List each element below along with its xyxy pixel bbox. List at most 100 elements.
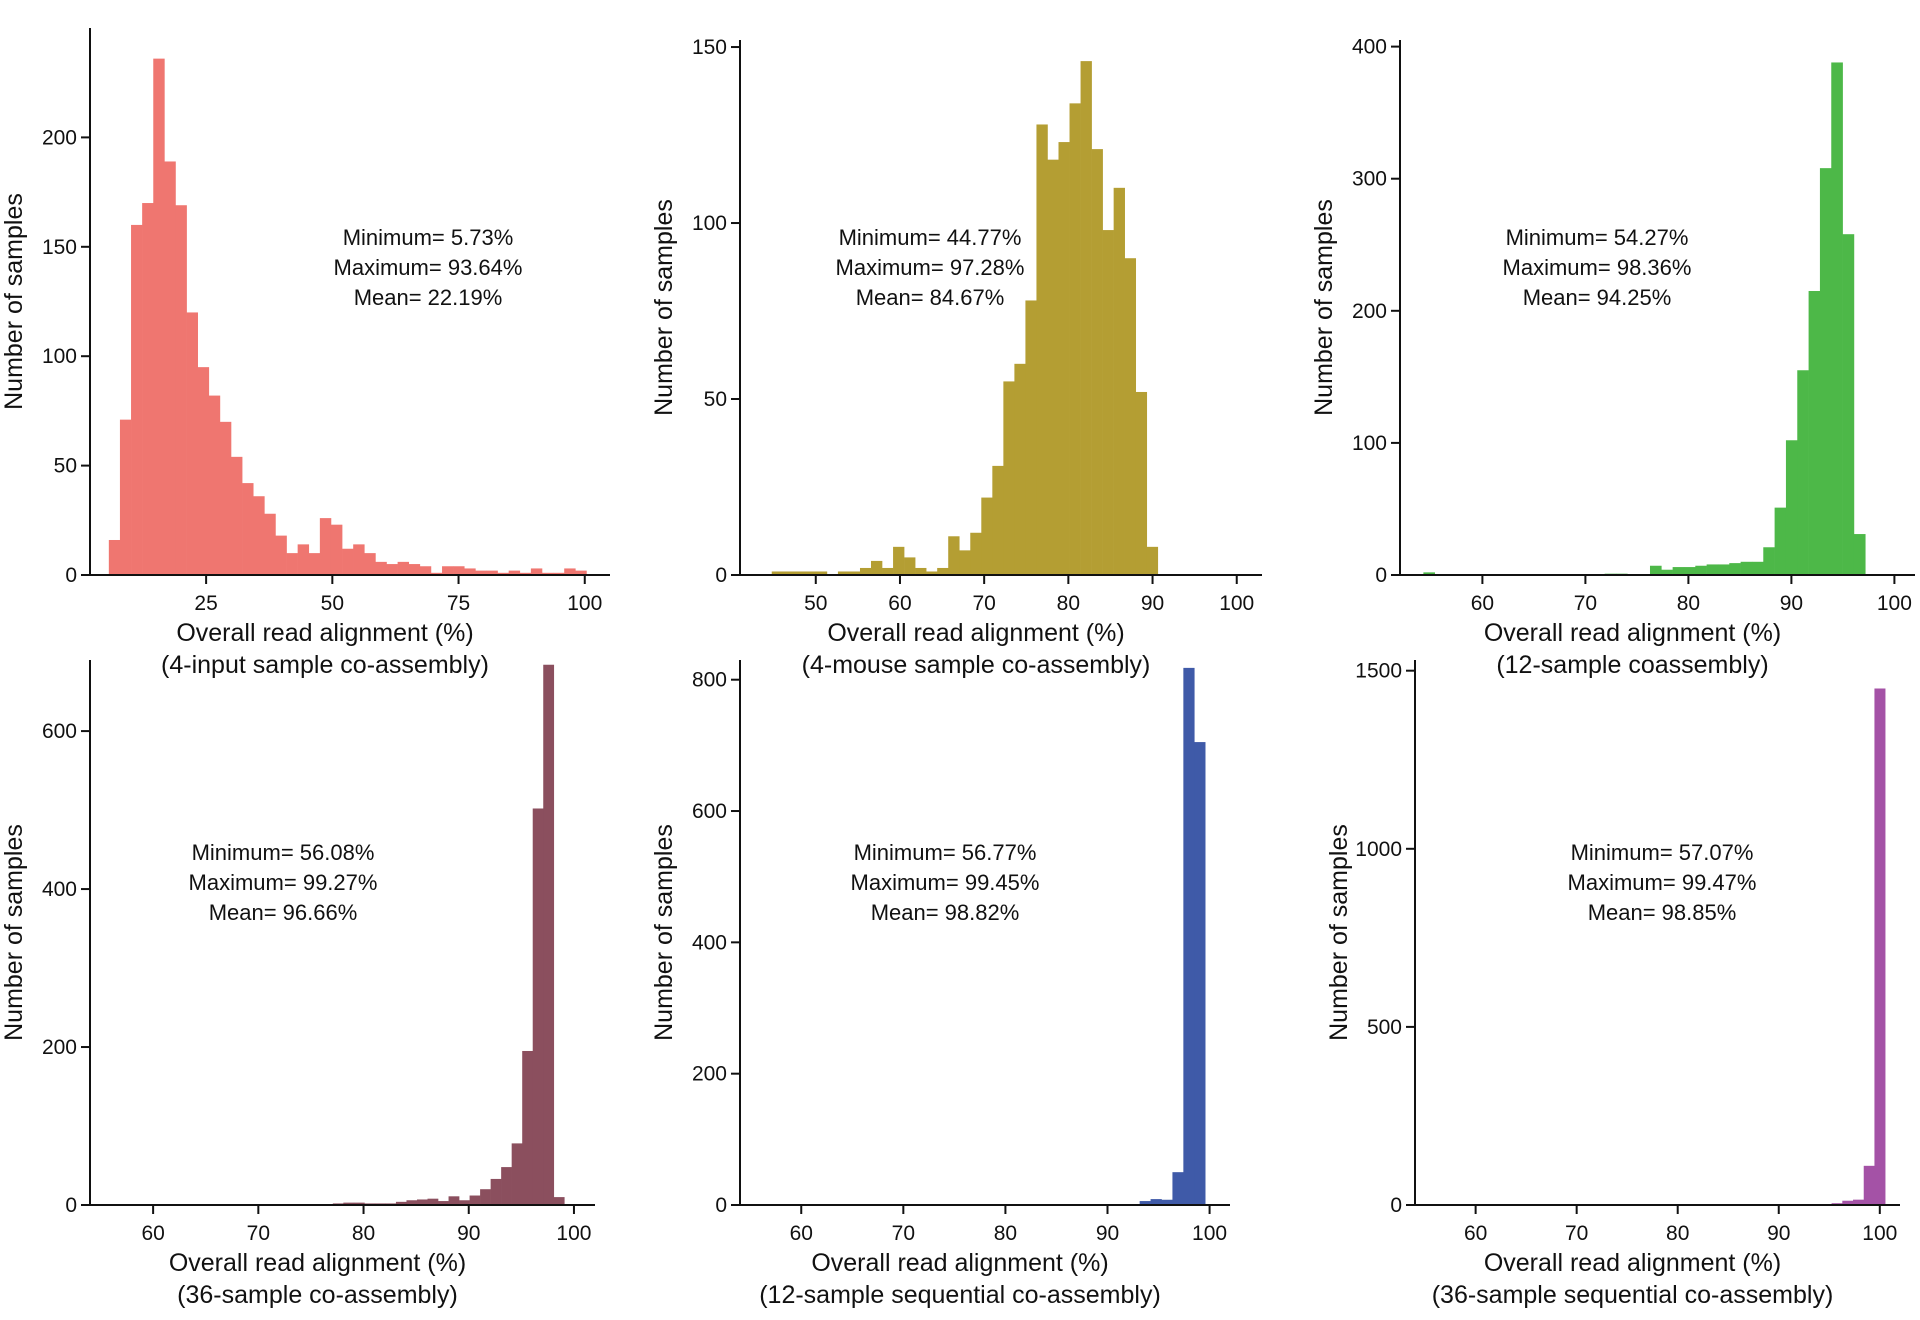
histogram-bar [992,465,1004,575]
histogram-bar [480,1189,491,1205]
histogram-bar [1819,168,1832,575]
histogram-bar [486,570,498,575]
histogram-bar [342,548,354,575]
y-tick-label: 400 [1352,36,1387,59]
x-tick-label: 80 [1057,592,1080,615]
y-axis-label: Number of samples [0,824,28,1041]
x-tick-label: 90 [1767,1222,1790,1245]
histogram-bar [1683,567,1696,575]
histogram-bar [542,572,554,575]
histogram-bar [1853,1199,1865,1205]
histogram-bar [419,566,432,575]
x-tick-label: 90 [1096,1222,1119,1245]
histogram-bar [448,1196,460,1205]
panel-subtitle: (4-input sample co-assembly) [161,651,489,679]
histogram-bar [175,205,187,576]
y-tick-label: 0 [1375,564,1387,587]
histogram-bar [1135,391,1148,575]
histogram-bar [893,546,905,575]
stats-line: Mean= 94.25% [1523,285,1672,310]
histogram-bar [197,367,210,575]
y-tick-label: 100 [1352,432,1387,455]
y-tick-label: 50 [704,388,727,411]
x-tick-label: 100 [567,592,602,615]
x-tick-label: 80 [352,1222,375,1245]
histogram-bar [782,571,795,575]
histogram-bar [408,564,421,575]
x-tick-label: 70 [972,592,995,615]
x-tick-label: 90 [457,1222,480,1245]
x-tick-label: 100 [556,1222,591,1245]
histogram-bar [343,1202,355,1205]
histogram-bar [319,518,332,575]
y-tick-label: 200 [692,1063,727,1086]
panel-subtitle: (4-mouse sample co-assembly) [802,651,1151,679]
histogram-bar [1661,569,1673,575]
panel-subtitle: (36-sample co-assembly) [177,1281,458,1309]
histogram-bar [553,572,565,575]
y-tick-label: 100 [692,212,727,235]
histogram-bar [108,539,121,575]
stats-line: Maximum= 99.27% [189,870,378,895]
histogram-bar [1150,1199,1162,1205]
stats-line: Minimum= 5.73% [343,225,514,250]
histogram-bar [427,1198,439,1205]
histogram-bar [330,524,343,575]
x-tick-label: 25 [194,592,217,615]
histogram-bar [1036,124,1048,575]
histogram-bar [119,419,132,575]
y-tick-label: 300 [1352,168,1387,191]
y-tick-label: 600 [692,800,727,823]
histogram-bar [970,532,982,575]
chart-panel-3: 0 100 200 300 400 60 70 80 90 100 Overall read ali… [1310,36,1915,679]
histogram-bar [364,553,376,575]
histogram-bar [1124,258,1137,575]
y-tick-label: 150 [692,36,727,59]
histogram-bar [1842,1200,1854,1205]
histogram-bar [297,544,310,575]
stats-line: Mean= 98.82% [871,900,1020,925]
histogram-bar [1194,742,1206,1205]
histogram-bar [1842,234,1855,575]
histogram-bar [497,572,509,575]
y-axis-label: Number of samples [650,199,678,416]
x-tick-label: 80 [994,1222,1017,1245]
histogram-bar [1785,440,1798,575]
histogram-bar [1729,563,1741,575]
histogram-bar [532,808,544,1205]
x-tick-label: 90 [1780,592,1803,615]
x-axis-label: Overall read alignment (%) [1484,619,1781,647]
histogram-bar [353,544,365,575]
histogram-bar [1047,159,1059,576]
x-tick-label: 75 [447,592,470,615]
x-tick-label: 50 [321,592,344,615]
histogram-bar [375,561,387,575]
histogram-bar [926,571,938,575]
x-tick-label: 80 [1677,592,1700,615]
histogram-bar [1161,1199,1173,1205]
histogram-bar [1102,230,1114,575]
histogram-bar [1863,1165,1875,1205]
histogram-bar [1874,688,1886,1205]
histogram-bar [771,571,784,575]
histogram-bar [286,553,298,575]
stats-line: Maximum= 97.28% [836,255,1025,280]
histogram-bar [186,312,198,575]
histogram-bar [242,483,254,575]
histogram-bar [1797,370,1809,575]
histogram-bar [442,566,454,575]
y-axis-label: Number of samples [650,824,678,1041]
chart-panel-4: 0 200 400 600 60 70 80 90 100 Overall read alignm… [0,660,595,1309]
histogram-bar [153,58,165,575]
y-tick-label: 150 [42,236,77,259]
stats-line: Mean= 98.85% [1588,900,1737,925]
histogram-bar [1649,565,1662,575]
panel-subtitle: (12-sample sequential co-assembly) [759,1281,1161,1309]
stats-line: Maximum= 98.36% [1503,255,1692,280]
stats-line: Minimum= 54.27% [1506,225,1689,250]
histogram-bar [553,1197,565,1205]
chart-panel-2: 0 50 100 150 50 60 70 80 90 100 Overall read align… [650,36,1262,679]
histogram-bar [253,496,265,575]
histogram-bar [848,571,861,575]
x-tick-label: 60 [888,592,911,615]
